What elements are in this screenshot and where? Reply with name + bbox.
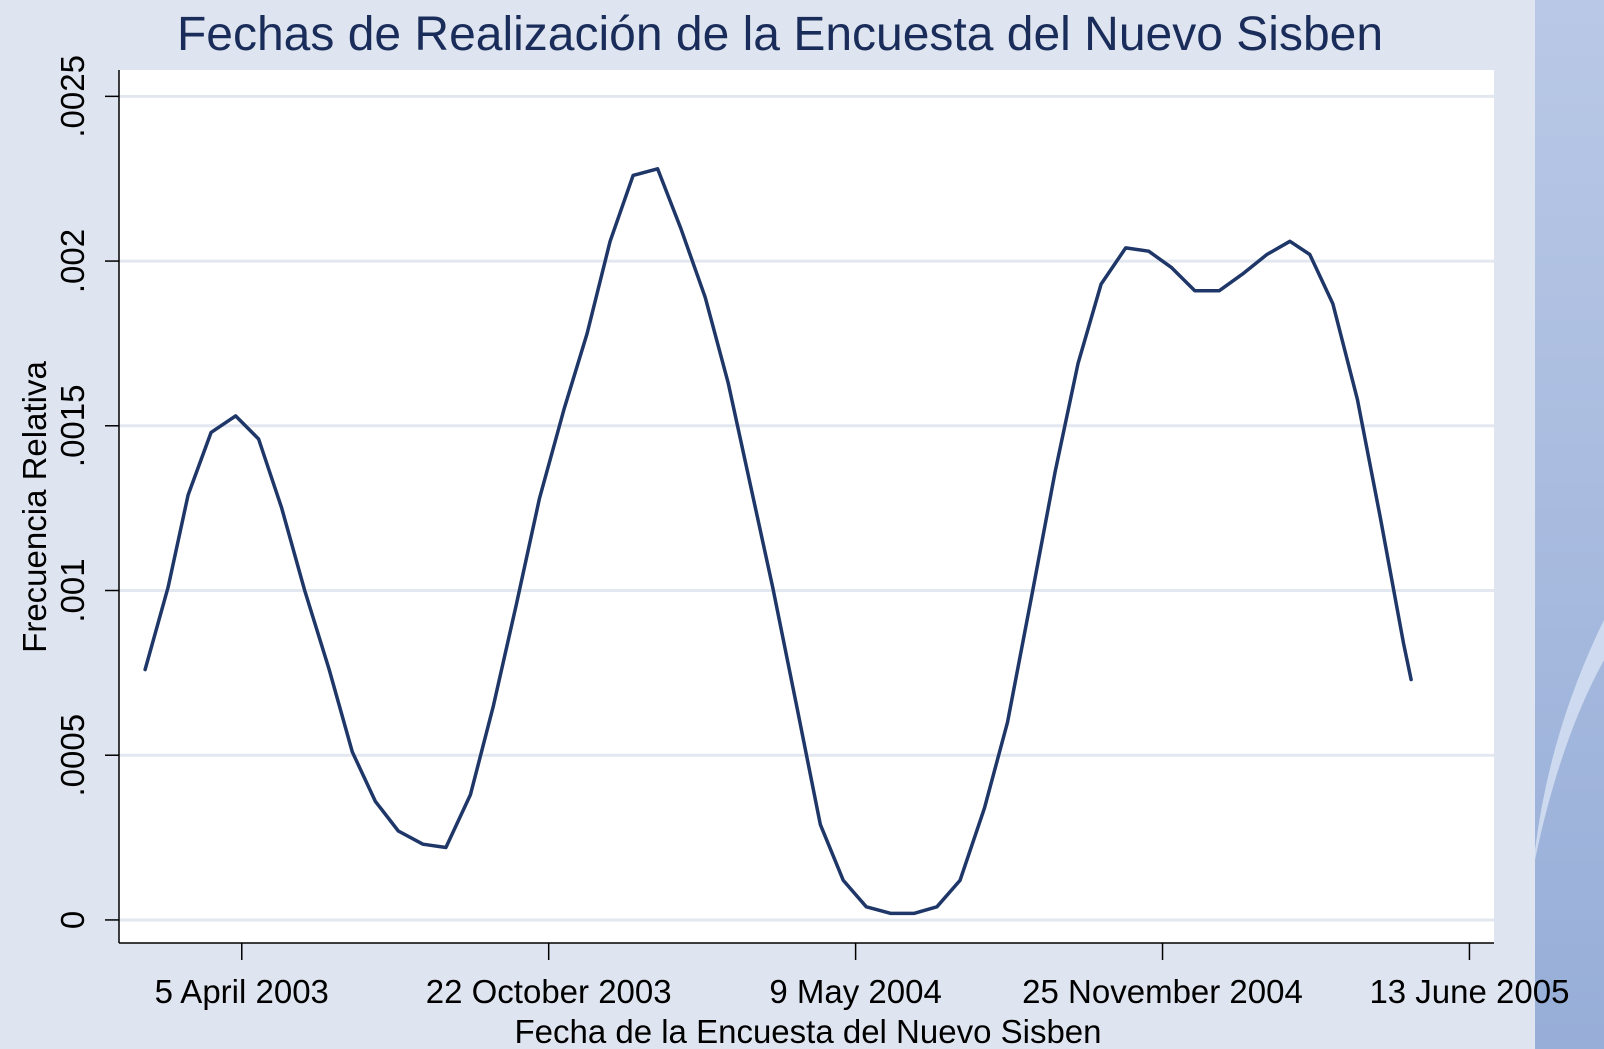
side-strip: [1535, 0, 1604, 1049]
line-series: [143, 167, 1413, 916]
x-tick-label: 9 May 2004: [769, 973, 941, 1010]
decoration: [1535, 620, 1604, 860]
x-tick-label: 5 April 2003: [155, 973, 329, 1010]
chart-title: Fechas de Realización de la Encuesta del…: [177, 8, 1383, 61]
y-tick-label: .0015: [54, 384, 91, 467]
y-tick-label: .0025: [54, 55, 91, 138]
x-tick-label: 25 November 2004: [1022, 973, 1303, 1010]
x-tick-label: 22 October 2003: [426, 973, 672, 1010]
y-tick-label: .002: [54, 229, 91, 293]
plot-area: [119, 70, 1494, 943]
x-tick-label: 13 June 2005: [1369, 973, 1569, 1010]
y-tick-label: .0005: [54, 714, 91, 797]
y-axis-title: Frecuencia Relativa: [16, 361, 53, 653]
y-tick-label: .001: [54, 558, 91, 622]
y-tick-label: 0: [54, 911, 91, 929]
x-axis-title: Fecha de la Encuesta del Nuevo Sisben: [514, 1013, 1101, 1049]
